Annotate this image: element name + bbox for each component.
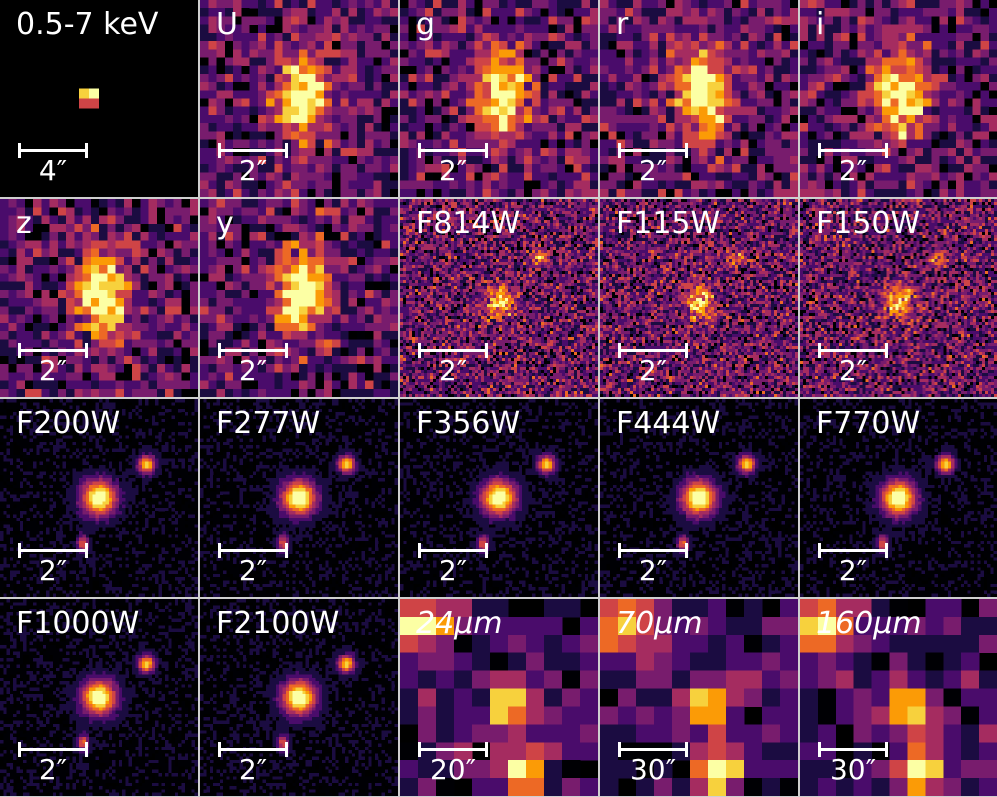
band-label: F814W [416,205,520,243]
band-label: i [816,6,824,44]
scale-label: 2″ [618,355,688,387]
scale-bar: 2″ [218,343,288,389]
scale-bar: 2″ [418,343,488,389]
cutout-image [800,0,997,197]
panel-F277W: F277W 2″ [200,399,398,597]
cutout-image [600,0,798,197]
panel-y: y 2″ [200,199,398,397]
cutout-image [800,599,997,796]
band-label: U [216,6,238,44]
scale-bar: 30″ [618,742,688,788]
band-label: F444W [616,405,720,443]
band-label: F356W [416,405,520,443]
scale-bar: 2″ [18,343,88,389]
band-label: z [16,205,32,243]
band-label: g [416,6,435,44]
panel-F814W: F814W 2″ [400,199,598,397]
band-label: F200W [16,405,120,443]
panel-24um: 24μm 20″ [400,599,598,796]
cutout-image [0,599,198,796]
scale-bar: 30″ [818,742,888,788]
scale-label: 4″ [18,155,88,187]
cutout-image [800,399,997,597]
scale-bar: 2″ [618,543,688,589]
scale-label: 20″ [418,754,488,786]
scale-label: 2″ [218,754,288,786]
panel-F150W: F150W 2″ [800,199,997,397]
cutout-image [600,599,798,796]
scale-label: 2″ [218,155,288,187]
scale-label: 30″ [818,754,888,786]
scale-bar: 2″ [418,543,488,589]
band-label: F2100W [216,605,339,643]
scale-label: 2″ [618,555,688,587]
cutout-image [600,399,798,597]
scale-bar: 2″ [618,343,688,389]
band-label: F277W [216,405,320,443]
scale-bar: 2″ [618,143,688,189]
band-label: 0.5-7 keV [16,6,158,44]
panel-F2100W: F2100W 2″ [200,599,398,796]
scale-label: 2″ [18,754,88,786]
scale-bar: 2″ [818,543,888,589]
scale-label: 2″ [818,155,888,187]
panel-r: r 2″ [600,0,798,197]
scale-label: 2″ [418,155,488,187]
scale-label: 2″ [18,355,88,387]
cutout-image [400,0,598,197]
band-label: y [216,205,234,243]
cutout-image [200,199,398,397]
scale-label: 2″ [218,555,288,587]
scale-label: 2″ [618,155,688,187]
scale-label: 2″ [418,355,488,387]
scale-bar: 2″ [218,143,288,189]
scale-bar: 4″ [18,143,88,189]
panel-70um: 70μm 30″ [600,599,798,796]
scale-bar: 2″ [218,742,288,788]
panel-F200W: F200W 2″ [0,399,198,597]
scale-label: 2″ [218,355,288,387]
scale-bar: 2″ [818,343,888,389]
cutout-image [79,88,100,109]
cutout-image [400,599,598,796]
scale-bar: 2″ [818,143,888,189]
scale-label: 2″ [418,555,488,587]
panel-F1000W: F1000W 2″ [0,599,198,796]
band-label: F150W [816,205,920,243]
band-label: F770W [816,405,920,443]
scale-bar: 2″ [18,742,88,788]
panel-F356W: F356W 2″ [400,399,598,597]
panel-z: z 2″ [0,199,198,397]
band-label: 24μm [416,605,502,643]
band-label: 70μm [616,605,702,643]
cutout-image [400,399,598,597]
scale-bar: 20″ [418,742,488,788]
cutout-image [200,0,398,197]
panel-xray: 0.5-7 keV 4″ [0,0,198,197]
cutout-image [200,399,398,597]
cutout-image [0,199,198,397]
panel-i: i 2″ [800,0,997,197]
scale-label: 2″ [818,555,888,587]
band-label: F1000W [16,605,139,643]
cutout-image [0,399,198,597]
band-label: r [616,6,628,44]
scale-label: 30″ [618,754,688,786]
scale-label: 2″ [18,555,88,587]
band-label: 160μm [816,605,922,643]
scale-bar: 2″ [18,543,88,589]
scale-bar: 2″ [418,143,488,189]
panel-160um: 160μm 30″ [800,599,997,796]
panel-F115W: F115W 2″ [600,199,798,397]
band-label: F115W [616,205,720,243]
cutout-image [400,199,598,397]
scale-label: 2″ [818,355,888,387]
cutout-image [800,199,997,397]
panel-F444W: F444W 2″ [600,399,798,597]
panel-U: U 2″ [200,0,398,197]
panel-F770W: F770W 2″ [800,399,997,597]
scale-bar: 2″ [218,543,288,589]
panel-g: g 2″ [400,0,598,197]
